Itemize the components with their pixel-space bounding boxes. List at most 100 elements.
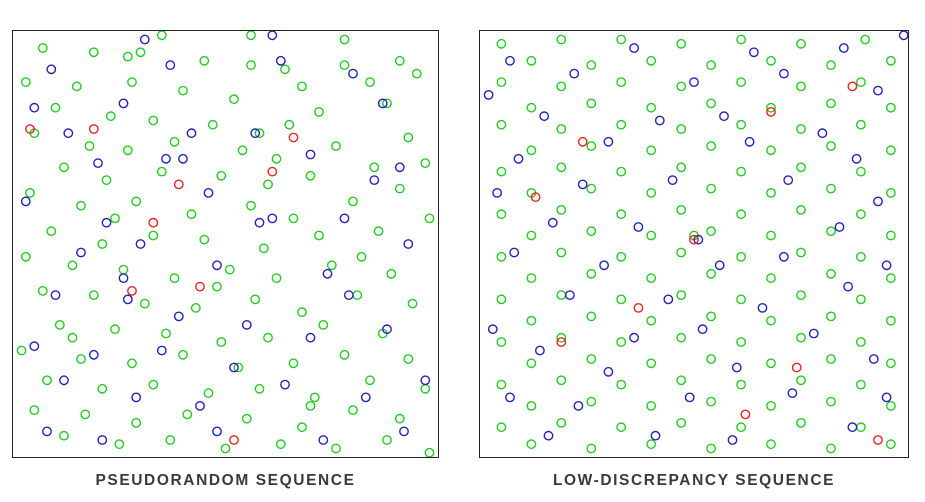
point-blue-33 [663,294,674,305]
point-green-134 [586,443,597,454]
point-blue-35 [305,332,316,343]
point-green-0 [156,31,167,41]
point-green-138 [826,443,836,454]
point-red-7 [791,362,802,373]
point-green-11 [20,77,31,87]
point-blue-41 [360,392,371,403]
point-green-74 [54,319,65,330]
point-green-101 [676,332,687,343]
point-blue-11 [63,128,74,139]
point-green-89 [796,290,806,300]
scatter-pseudorandom [16,31,435,457]
point-green-56 [373,226,384,237]
point-green-115 [676,375,687,386]
point-green-46 [736,166,746,177]
point-green-3 [37,43,48,53]
point-green-65 [386,268,397,279]
point-blue-5 [348,68,358,79]
point-blue-39 [195,400,205,411]
point-green-2 [339,34,350,45]
point-green-89 [42,375,52,386]
point-green-91 [148,379,159,390]
point-green-21 [526,102,537,113]
point-green-114 [616,379,627,390]
point-green-50 [46,226,57,237]
point-blue-29 [714,260,725,271]
point-green-74 [736,251,746,262]
point-green-16 [297,81,307,92]
point-green-105 [526,358,537,369]
point-green-36 [586,141,597,151]
point-blue-48 [254,217,265,228]
point-green-96 [826,311,836,322]
point-green-14 [496,77,507,87]
point-green-93 [646,315,657,326]
point-green-20 [105,111,116,122]
point-green-18 [411,68,422,79]
point-blue-14 [305,149,316,160]
point-green-125 [885,400,896,411]
point-green-90 [97,383,108,394]
point-green-17 [676,81,687,92]
point-green-118 [855,379,866,390]
point-green-5 [796,38,806,49]
point-green-132 [855,422,866,433]
point-green-38 [263,179,273,190]
point-green-51 [97,239,108,249]
point-blue-25 [693,234,704,245]
point-green-42 [25,187,35,198]
point-green-102 [297,422,307,433]
point-green-100 [616,337,627,347]
point-green-52 [148,230,159,241]
point-green-40 [369,162,380,173]
point-green-98 [80,409,91,420]
point-green-79 [646,273,657,284]
point-blue-5 [483,90,494,100]
point-blue-30 [778,251,789,262]
point-green-60 [736,209,746,220]
point-green-62 [224,264,235,275]
point-green-67 [766,230,776,241]
point-green-97 [885,315,896,326]
plot-low-discrepancy [479,30,909,458]
point-green-109 [275,439,286,450]
point-green-25 [766,102,776,113]
point-green-103 [796,332,806,343]
point-green-35 [101,175,112,186]
point-blue-46 [318,435,329,445]
point-blue-24 [633,222,644,232]
point-green-8 [586,60,597,70]
point-green-131 [796,417,806,428]
point-green-47 [288,213,299,224]
point-green-23 [646,102,657,113]
point-green-63 [271,273,282,284]
point-green-111 [885,358,896,369]
point-blue-12 [93,158,103,169]
point-green-106 [586,354,597,364]
point-green-72 [352,290,363,300]
point-blue-13 [817,128,828,139]
point-blue-46 [684,392,695,403]
point-blue-44 [505,392,515,403]
point-blue-1 [267,31,278,41]
point-red-3 [267,166,278,177]
point-green-92 [586,311,597,322]
point-green-64 [586,226,597,237]
point-green-50 [586,183,597,194]
point-green-61 [796,204,806,215]
point-green-1 [556,34,567,45]
point-green-30 [616,119,627,130]
point-green-108 [706,354,717,364]
point-green-20 [855,77,866,87]
point-blue-41 [603,366,614,377]
point-green-83 [885,273,896,284]
point-green-130 [736,422,746,433]
point-green-117 [796,375,806,386]
point-green-91 [526,315,537,326]
point-green-93 [254,383,265,394]
point-green-129 [676,417,687,428]
point-green-15 [556,81,567,92]
point-green-133 [526,439,537,450]
point-green-62 [855,209,866,220]
point-green-6 [860,34,871,45]
